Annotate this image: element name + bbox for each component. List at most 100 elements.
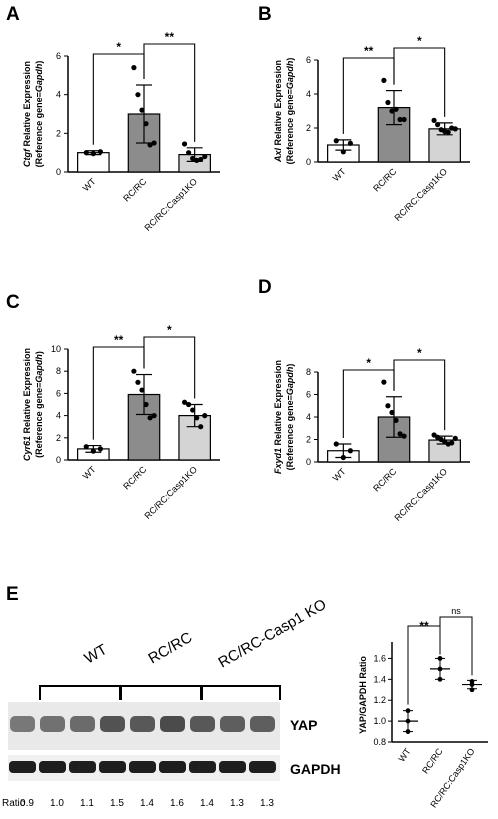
data-point xyxy=(151,413,157,419)
significance-bracket xyxy=(407,625,441,705)
data-point xyxy=(151,140,157,146)
data-point xyxy=(181,141,188,147)
y-tick-label: 4 xyxy=(306,89,311,99)
yap-band xyxy=(160,716,185,732)
ratio-value: 1.3 xyxy=(260,798,274,809)
y-tick-label: 4 xyxy=(56,90,61,100)
data-point xyxy=(135,379,141,385)
significance-bracket xyxy=(393,47,446,117)
significance-label: * xyxy=(116,40,121,54)
y-axis-label-ref-suffix: ) xyxy=(285,364,295,367)
y-axis-label-ref-gene: Gapdh xyxy=(34,354,44,383)
data-point xyxy=(97,149,104,155)
data-point xyxy=(194,415,200,421)
ratio-values: 0.9 1.0 1.1 1.5 1.4 1.6 1.4 1.3 1.3 xyxy=(20,798,274,809)
y-axis-label-ref-gene: Gapdh xyxy=(285,366,295,395)
data-point xyxy=(389,108,395,114)
significance-label: ns xyxy=(451,606,461,616)
y-axis-label: Cyr61 Relative Expression xyxy=(22,348,32,461)
y-axis-label-ref-prefix: (Reference gene= xyxy=(285,89,295,164)
data-point xyxy=(131,368,137,374)
data-point xyxy=(190,155,196,162)
ratio-value: 0.9 xyxy=(20,798,34,809)
y-axis-label-ref-gene: Gapdh xyxy=(285,60,295,89)
data-point xyxy=(347,140,354,146)
blot-bracket-casp1ko xyxy=(201,685,281,700)
y-axis-label-text: Relative Expression xyxy=(273,360,283,448)
significance-label: ** xyxy=(165,30,175,44)
data-point xyxy=(340,149,346,155)
yap-band xyxy=(100,716,125,732)
x-tick-label: RC/RC:Casp1KO xyxy=(392,166,449,223)
y-axis-label-reference: (Reference gene=Gapdh) xyxy=(285,58,295,165)
y-axis-label-reference: (Reference gene=Gapdh) xyxy=(285,364,295,471)
x-tick-label: WT xyxy=(81,176,98,193)
data-point xyxy=(405,729,411,734)
ratio-value: 1.4 xyxy=(140,798,154,809)
y-tick-label: 2 xyxy=(306,123,311,133)
panel-letter-c: C xyxy=(6,292,20,313)
gapdh-band xyxy=(159,761,186,773)
y-axis-label-text: Relative Expression xyxy=(273,60,283,148)
y-axis-label-reference: (Reference gene=Gapdh) xyxy=(34,351,44,458)
y-tick-label: 1.4 xyxy=(373,674,386,684)
data-point xyxy=(437,676,443,682)
data-point xyxy=(198,424,204,430)
x-tick-label: RC/RC xyxy=(420,746,445,775)
x-tick-label: WT xyxy=(331,466,348,483)
blot-group-wt: WT xyxy=(82,641,111,667)
significance-label: ** xyxy=(419,619,429,633)
data-point xyxy=(90,151,96,157)
x-tick-label: RC/RC xyxy=(121,464,149,492)
y-tick-label: 1.2 xyxy=(373,695,386,705)
western-blot: WT RC/RC RC/RC-Casp1 KO YAP GAPDH Ratio … xyxy=(2,596,341,809)
data-point xyxy=(202,153,208,160)
data-point xyxy=(139,107,145,113)
y-axis-label: YAP/GAPDH Ratio xyxy=(358,656,368,734)
y-axis-label-ref-suffix: ) xyxy=(34,61,44,64)
data-point xyxy=(437,656,443,661)
panel-letter-b: B xyxy=(258,4,272,25)
data-point xyxy=(143,121,149,127)
x-tick-label: WT xyxy=(81,464,98,481)
ratio-label: Ratio xyxy=(2,798,26,809)
ratio-value: 1.0 xyxy=(50,798,64,809)
y-tick-label: 0 xyxy=(56,167,61,177)
y-tick-label: 2 xyxy=(56,128,61,138)
blot-bracket-wt xyxy=(39,685,121,700)
y-tick-label: 0 xyxy=(306,157,311,167)
data-point xyxy=(389,409,395,416)
blot-label-yap: YAP xyxy=(290,717,318,733)
data-point xyxy=(381,379,387,385)
y-axis-label-ref-gene: Gapdh xyxy=(34,63,44,92)
data-point xyxy=(393,106,399,112)
data-point xyxy=(83,444,89,450)
x-tick-label: RC/RC:Casp1KO xyxy=(392,466,449,523)
yap-bands xyxy=(10,716,275,732)
significance-label: * xyxy=(417,34,422,48)
y-tick-label: 8 xyxy=(306,367,311,377)
data-point xyxy=(437,666,443,672)
ratio-value: 1.3 xyxy=(230,798,244,809)
x-tick-label: RC/RC xyxy=(121,176,149,204)
data-point xyxy=(202,413,208,419)
data-point xyxy=(186,401,192,408)
data-point xyxy=(186,150,192,156)
y-tick-label: 10 xyxy=(51,344,61,354)
data-point xyxy=(83,150,89,156)
data-point xyxy=(397,116,403,123)
data-point xyxy=(449,440,455,446)
data-point xyxy=(90,448,96,454)
significance-label: ** xyxy=(114,333,124,347)
y-axis-label-gene: Axl xyxy=(273,148,283,164)
gapdh-band xyxy=(39,761,66,773)
panel-letter-e: E xyxy=(6,584,19,605)
y-axis-label-ref-suffix: ) xyxy=(285,58,295,61)
x-tick-label: RC/RC:Casp1KO xyxy=(142,176,199,233)
data-point xyxy=(97,446,104,452)
data-point xyxy=(385,99,391,106)
chart-axl: Axl Relative Expression (Reference gene=G… xyxy=(273,34,470,223)
x-tick-label: RC/RC xyxy=(371,166,399,194)
